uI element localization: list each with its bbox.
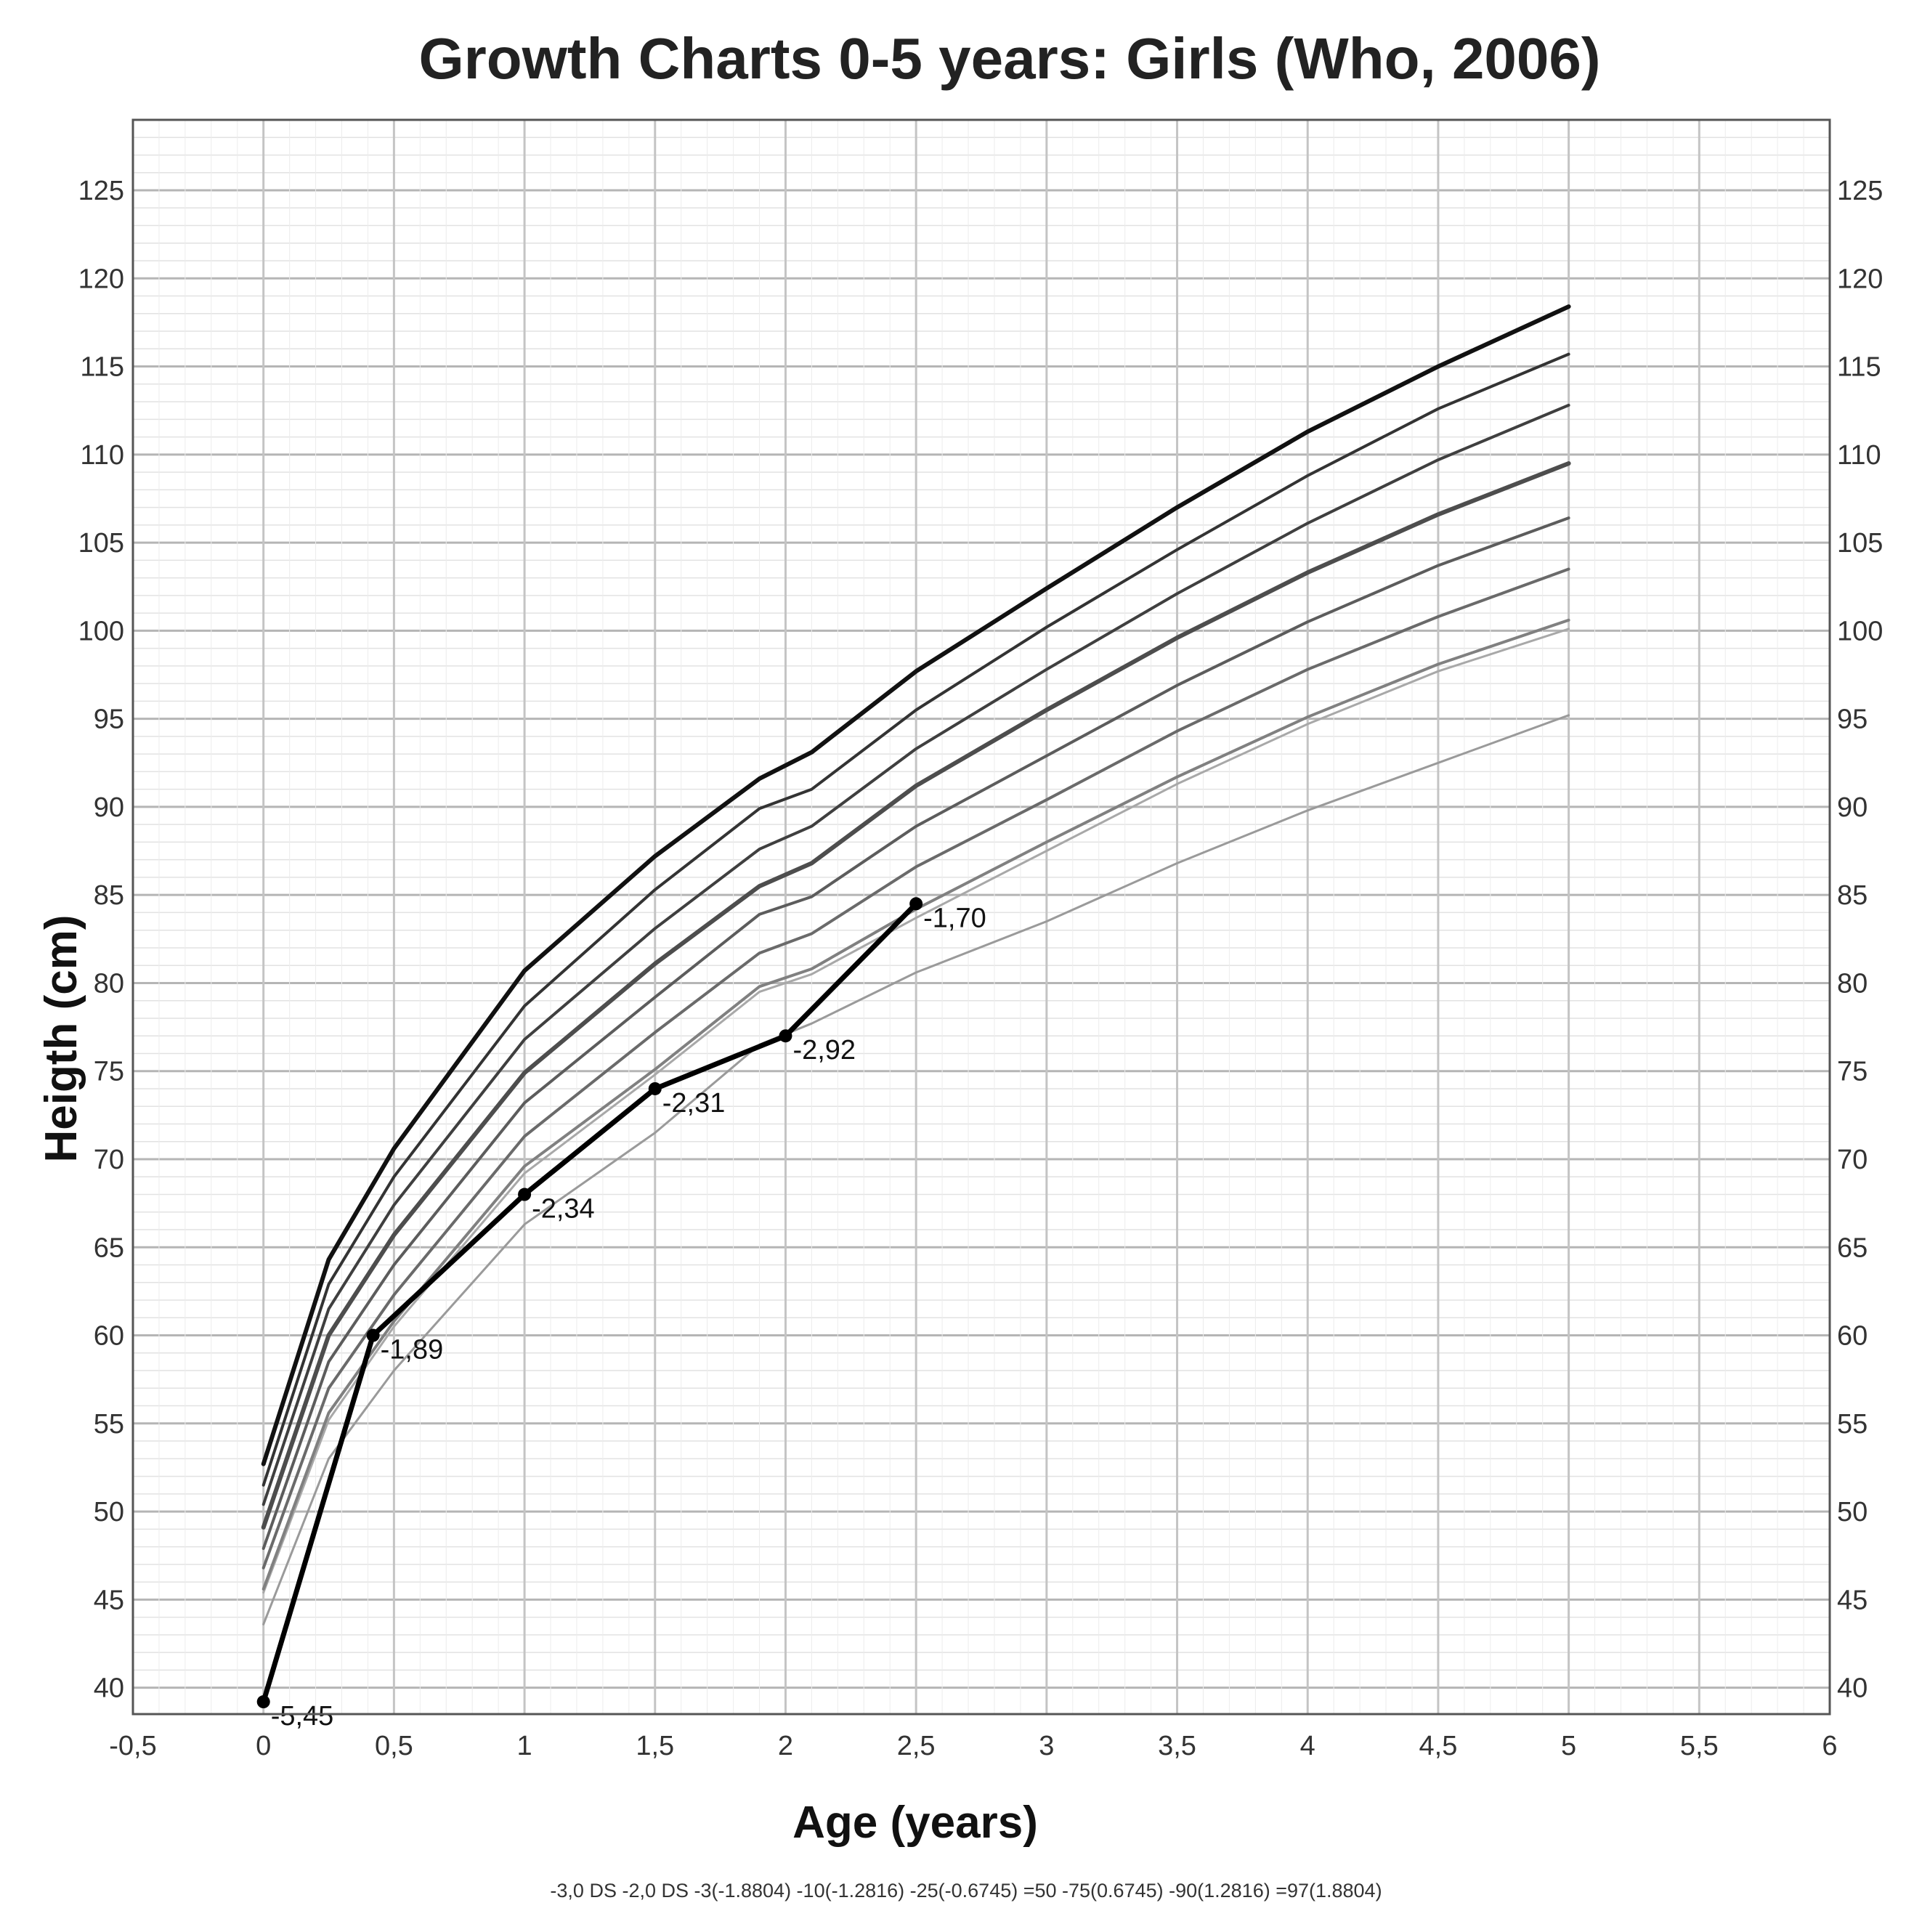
patient-point-label: -2,92 — [792, 1035, 856, 1066]
patient-layer: -5,45 -1,89 -2,34 -2,31 -2,92 -1,70 — [256, 897, 986, 1732]
patient-point — [256, 1695, 270, 1709]
y-tick-label-right: 60 — [1837, 1321, 1868, 1352]
series-line-5 — [261, 461, 1571, 1530]
patient-point-label: -1,70 — [923, 903, 986, 933]
y-tick-label-right: 90 — [1837, 792, 1868, 823]
patient-point-label: -2,34 — [532, 1194, 595, 1225]
patient-point — [518, 1188, 532, 1201]
x-tick-label: -0,5 — [109, 1731, 156, 1761]
patient-point — [648, 1081, 662, 1095]
y-tick-label-right: 75 — [1837, 1057, 1868, 1087]
legend: -3,0 DS -2,0 DS -3(-1.8804) -10(-1.2816)… — [550, 1880, 1382, 1901]
series-line-4 — [261, 516, 1570, 1550]
y-axis-title: Heigth (cm) — [36, 915, 86, 1163]
x-tick-label: 2 — [778, 1731, 793, 1761]
series-line-6 — [261, 403, 1570, 1506]
x-axis-title: Age (years) — [792, 1798, 1038, 1848]
y-tick-label-right: 110 — [1837, 440, 1881, 471]
y-tick-label-right: 120 — [1837, 264, 1883, 294]
x-tick-label: 5 — [1561, 1731, 1576, 1761]
series-line-7 — [261, 352, 1570, 1487]
patient-point-label: -5,45 — [271, 1701, 334, 1732]
y-tick-label-left: 90 — [94, 792, 124, 823]
x-tick-label: 0 — [256, 1731, 271, 1761]
y-tick-label-right: 100 — [1837, 616, 1883, 646]
patient-point — [909, 897, 923, 911]
y-tick-label-left: 60 — [94, 1321, 124, 1352]
x-tick-label: 0,5 — [375, 1731, 413, 1761]
y-tick-label-right: 80 — [1837, 968, 1868, 999]
y-tick-label-left: 45 — [94, 1585, 124, 1615]
y-tick-label-left: 50 — [94, 1497, 124, 1527]
y-axis-ticks-left: 40 45 50 55 60 65 70 75 80 85 90 95 100 105 110 115 120 1… — [78, 176, 124, 1704]
y-tick-label-right: 105 — [1837, 528, 1883, 559]
patient-point-label: -2,31 — [662, 1088, 726, 1119]
y-tick-label-right: 40 — [1837, 1673, 1868, 1704]
y-tick-label-right: 55 — [1837, 1409, 1868, 1440]
plot-frame — [131, 118, 1831, 1716]
x-tick-label: 3,5 — [1158, 1731, 1196, 1761]
y-tick-label-right: 50 — [1837, 1497, 1868, 1527]
y-tick-label-left: 95 — [94, 705, 124, 735]
series-layer — [261, 304, 1571, 1625]
patient-point-label: -1,89 — [381, 1335, 444, 1365]
x-tick-label: 5,5 — [1680, 1731, 1719, 1761]
y-tick-label-left: 55 — [94, 1409, 124, 1440]
y-tick-label-right: 70 — [1837, 1145, 1868, 1175]
y-tick-label-left: 100 — [78, 616, 124, 646]
x-tick-label: 3 — [1039, 1731, 1054, 1761]
y-tick-label-left: 80 — [94, 968, 124, 999]
y-tick-label-right: 85 — [1837, 880, 1868, 911]
series-line-1 — [262, 628, 1570, 1594]
patient-line — [261, 901, 918, 1703]
y-axis-ticks-right: 40 45 50 55 60 65 70 75 80 85 90 95 100 105 110 115 120 1… — [1837, 176, 1883, 1704]
patient-point — [366, 1328, 380, 1342]
y-tick-label-left: 110 — [80, 440, 124, 471]
y-tick-label-left: 125 — [78, 176, 124, 206]
x-tick-label: 4,5 — [1419, 1731, 1458, 1761]
y-tick-label-right: 115 — [1837, 352, 1881, 383]
y-tick-label-right: 95 — [1837, 705, 1868, 735]
y-tick-label-left: 70 — [94, 1145, 124, 1175]
grid — [131, 120, 1831, 1714]
y-tick-label-left: 105 — [78, 528, 124, 559]
y-tick-label-left: 40 — [94, 1673, 124, 1704]
x-tick-label: 1,5 — [636, 1731, 674, 1761]
patient-point — [779, 1029, 792, 1043]
y-tick-label-left: 65 — [94, 1233, 124, 1263]
series-line-8 — [261, 304, 1571, 1466]
chart-title: Growth Charts 0-5 years: Girls (Who, 200… — [418, 26, 1600, 91]
y-tick-label-right: 125 — [1837, 176, 1883, 206]
y-tick-label-left: 115 — [80, 352, 124, 383]
x-tick-label: 2,5 — [897, 1731, 936, 1761]
x-tick-label: 1 — [517, 1731, 532, 1761]
x-tick-label: 6 — [1822, 1731, 1837, 1761]
series-line-2 — [261, 618, 1570, 1591]
y-tick-label-left: 85 — [94, 880, 124, 911]
series-line-0 — [262, 714, 1570, 1625]
x-tick-label: 4 — [1300, 1731, 1315, 1761]
y-tick-label-right: 65 — [1837, 1233, 1868, 1263]
y-tick-label-left: 75 — [94, 1057, 124, 1087]
x-axis-ticks: -0,5 0 0,5 1 1,5 2 2,5 3 3,5 4 4,5 5 5,5 6 — [109, 1731, 1837, 1761]
y-tick-label-left: 120 — [78, 264, 124, 294]
y-tick-label-right: 45 — [1837, 1585, 1868, 1615]
series-line-3 — [261, 567, 1570, 1570]
